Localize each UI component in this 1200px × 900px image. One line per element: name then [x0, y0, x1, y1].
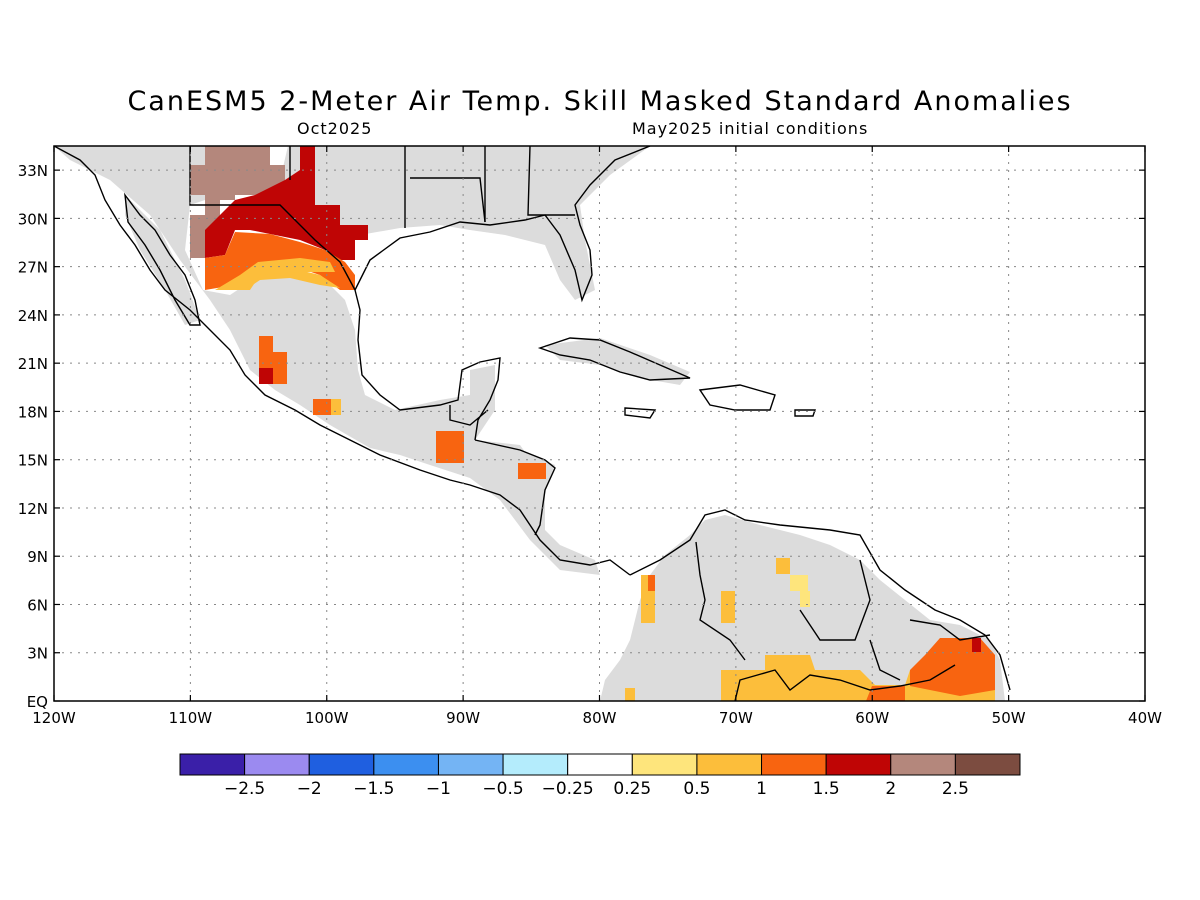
- colorbar-swatch: [244, 753, 310, 776]
- colorbar-swatch: [567, 753, 633, 776]
- colorbar-label: −2.5: [224, 779, 265, 799]
- colorbar-label: 1: [756, 779, 767, 799]
- colorbar-swatch: [502, 753, 569, 776]
- colorbar-swatch: [761, 753, 827, 776]
- lon-tick-label: 100W: [305, 709, 349, 727]
- colorbar-label: −0.25: [542, 779, 594, 799]
- colorbar-label: 2: [885, 779, 896, 799]
- coastlines: [54, 146, 1011, 701]
- longitude-axis: 120W 110W 100W 90W 80W 70W 60W 50W 40W: [32, 146, 1162, 727]
- lon-tick-label: 120W: [32, 709, 76, 727]
- colorbar-label: −1.5: [353, 779, 394, 799]
- latitude-axis: 33N 30N 27N 24N 21N 18N 15N 12N 9N 6N 3N EQ: [18, 162, 1145, 711]
- colorbar-swatch: [954, 753, 1021, 776]
- lon-tick-label: 70W: [719, 709, 753, 727]
- colorbar-swatch: [373, 753, 439, 776]
- lat-tick-label: 9N: [27, 548, 48, 566]
- colorbar-swatch: [631, 753, 698, 776]
- map-title: CanESM5 2-Meter Air Temp. Skill Masked S…: [127, 86, 1073, 117]
- lat-tick-label: 15N: [18, 452, 48, 470]
- colorbar-swatch: [437, 753, 504, 776]
- lat-tick-label: 30N: [18, 210, 48, 228]
- lon-tick-label: 90W: [446, 709, 480, 727]
- lon-tick-label: 40W: [1128, 709, 1162, 727]
- lat-tick-label: 6N: [27, 596, 48, 614]
- colorbar-label: 0.25: [613, 779, 651, 799]
- valid-month: Oct2025: [297, 119, 373, 138]
- lat-tick-label: 3N: [27, 645, 48, 663]
- colorbar-swatch: [890, 753, 956, 776]
- colorbar: −2.5 −2 −1.5 −1 −0.5 −0.25 0.25 0.5 1 1.5 2 2.5: [179, 753, 1021, 799]
- colorbar-label: 0.5: [683, 779, 710, 799]
- lat-tick-label: 24N: [18, 307, 48, 325]
- colorbar-label: 2.5: [942, 779, 969, 799]
- lat-tick-label: 27N: [18, 259, 48, 277]
- colorbar-swatch: [696, 753, 763, 776]
- grid-lines: [54, 146, 1145, 701]
- lat-tick-label: 33N: [18, 162, 48, 180]
- lat-tick-label: 21N: [18, 355, 48, 373]
- lon-tick-label: 110W: [169, 709, 213, 727]
- lon-tick-label: 50W: [992, 709, 1026, 727]
- colorbar-label: −2: [297, 779, 322, 799]
- lon-tick-label: 80W: [583, 709, 617, 727]
- lat-tick-label: 18N: [18, 403, 48, 421]
- colorbar-label: −0.5: [482, 779, 523, 799]
- map-layers: [54, 146, 1145, 701]
- colorbar-swatch: [179, 753, 246, 776]
- lat-tick-label: EQ: [27, 693, 48, 711]
- lat-tick-label: 12N: [18, 500, 48, 518]
- colorbar-swatch: [308, 753, 375, 776]
- lon-tick-label: 60W: [855, 709, 889, 727]
- colorbar-swatch: [825, 753, 892, 776]
- colorbar-label: 1.5: [813, 779, 840, 799]
- colorbar-label: −1: [426, 779, 451, 799]
- initial-conditions: May2025 initial conditions: [632, 119, 869, 138]
